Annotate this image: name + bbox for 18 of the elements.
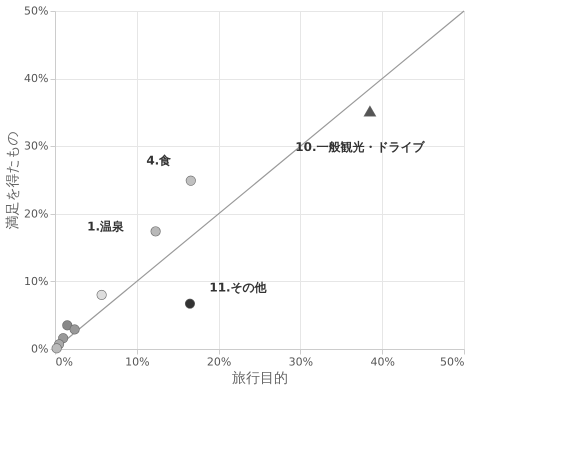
y-tick-label: 30% (24, 140, 48, 153)
annotation: 10.一般観光・ドライブ (295, 140, 426, 154)
y-tick-label: 40% (24, 72, 48, 86)
x-axis-title: 旅行目的 (232, 370, 288, 386)
x-tick-label: 0% (56, 356, 73, 368)
y-tick-label: 0% (31, 342, 48, 356)
y-tick-label: 20% (24, 207, 48, 220)
x-tick-label: 30% (288, 356, 314, 368)
x-tick-label: 20% (206, 356, 232, 368)
annotation: 1.温泉 (87, 219, 124, 234)
annotation: 11.その他 (209, 280, 268, 295)
annotation: 4.食 (146, 154, 172, 168)
x-tick-label: 40% (370, 356, 395, 368)
x-tick-label: 10% (125, 356, 150, 368)
x-tick-label: 50% (440, 356, 464, 368)
y-tick-label: 10% (24, 274, 48, 288)
y-axis-title: 満足を得たもの (5, 132, 22, 230)
y-tick-label: 50% (24, 4, 48, 18)
